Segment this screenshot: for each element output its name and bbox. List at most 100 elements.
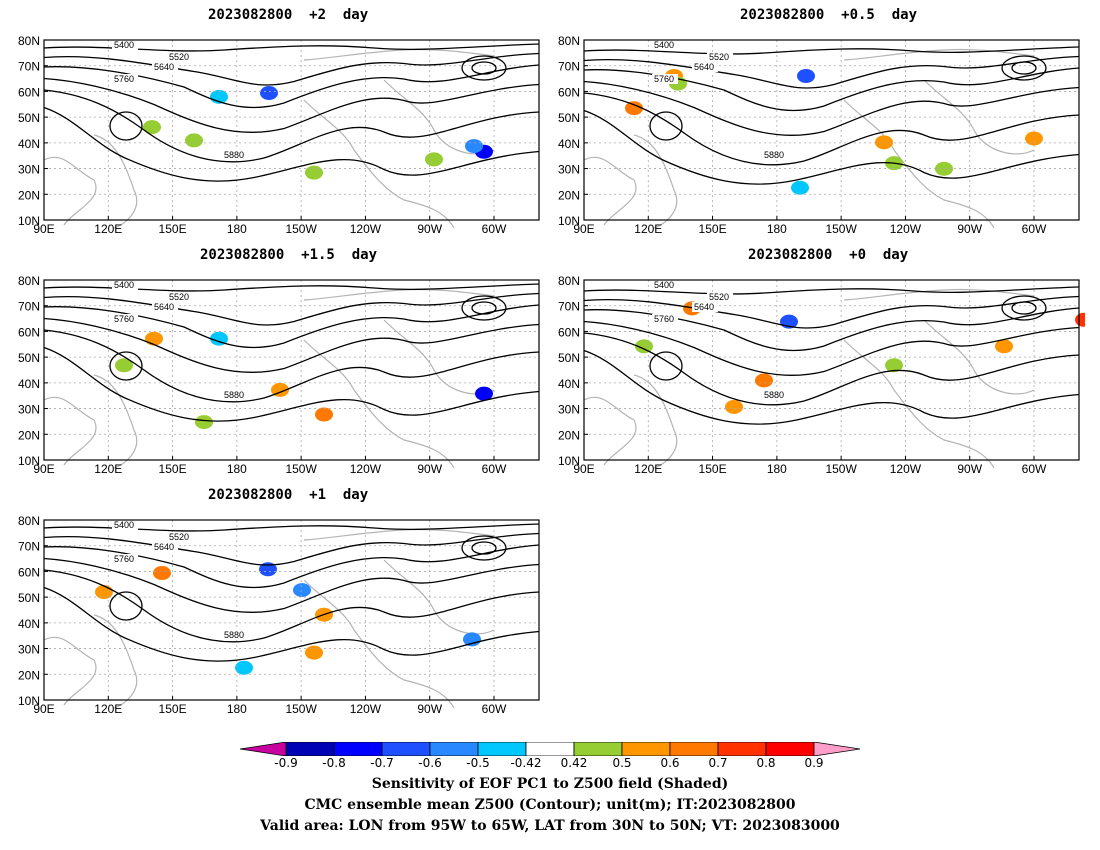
contour-label: 5400 [114, 520, 134, 530]
lon-tick-label: 180 [227, 702, 247, 716]
contour-label-bg [222, 390, 248, 400]
colorbar-tick-label: 0.42 [560, 756, 588, 770]
coastline-segment [383, 79, 495, 155]
lat-tick-label: 40N [18, 377, 40, 391]
map-panel-4: 5400 5520 5640 5760 5880 80N 70N 60N 50N 40N 30N 20… [540, 270, 1085, 485]
contour-line [43, 532, 540, 566]
contour-closed [471, 541, 497, 555]
lat-tick-label: 20N [18, 668, 40, 682]
coastline [43, 288, 495, 469]
contour-label: 5880 [764, 150, 784, 160]
contour-label-bg [152, 302, 178, 312]
panel-title-1: 2023082800 +2 day [208, 7, 369, 23]
plot-area [44, 520, 539, 700]
colorbar-tick-label: 0.8 [756, 756, 776, 770]
contour-label-bg [692, 62, 718, 72]
contour-label: 5640 [694, 62, 714, 72]
lon-tick-label: 90W [417, 222, 442, 236]
lat-tick-label: 80N [18, 274, 40, 288]
contour-line [43, 317, 540, 373]
coastline-segment [583, 396, 637, 466]
sensitivity-blob [195, 415, 213, 430]
contour-line [43, 292, 540, 326]
sensitivity-blob [210, 331, 228, 346]
coastline-segment [923, 319, 1035, 395]
lat-tick-label: 20N [558, 428, 580, 442]
sensitivity-blob [260, 86, 278, 101]
coastline-segment [303, 99, 455, 229]
lon-tick-label: 180 [767, 462, 787, 476]
caption-line-1: Sensitivity of EOF PC1 to Z500 field (Sh… [371, 776, 729, 792]
contour-label-bg [112, 40, 138, 50]
lat-tick-label: 10N [558, 214, 580, 228]
lat-tick-label: 40N [18, 617, 40, 631]
contour-line [583, 46, 1080, 55]
contour-line [43, 52, 540, 86]
lat-tick-label: 70N [558, 60, 580, 74]
colorbar-box [717, 741, 767, 757]
lon-tick-label: 90W [957, 462, 982, 476]
contour-label: 5400 [654, 40, 674, 50]
lon-tick-label: 150E [159, 462, 187, 476]
lat-tick-label: 20N [18, 428, 40, 442]
sensitivity-blob [755, 373, 773, 388]
coastline-segment [43, 156, 97, 226]
contour-label: 5400 [114, 40, 134, 50]
contour-closed [109, 591, 143, 621]
contour-label-bg [152, 542, 178, 552]
gridlines [584, 40, 1079, 220]
sensitivity-blob [725, 399, 743, 414]
lon-tick-label: 150W [285, 462, 317, 476]
contour-closed [461, 55, 507, 81]
sensitivity-blob [885, 358, 903, 373]
plot-frame [43, 279, 540, 461]
coastline-segment [303, 528, 495, 541]
panel-title-2: 2023082800 +0.5 day [740, 7, 918, 23]
lon-tick-label: 90W [417, 702, 442, 716]
map-panel-1: 5400 5520 5640 5760 5880 80N 70N 60N 50N 40N 30N 20… [0, 30, 545, 245]
sensitivity-blob [1075, 312, 1085, 327]
coastline-segment [923, 79, 1035, 155]
map-panel-3: 5400 5520 5640 5760 5880 80N 70N 60N 50N 40N 30N 20… [0, 270, 545, 485]
lon-tick-label: 120E [94, 702, 122, 716]
contour-label-bg [652, 40, 678, 50]
sensitivity-blob [115, 358, 133, 373]
contour-line [43, 557, 540, 613]
lat-tick-label: 80N [558, 274, 580, 288]
contour-label: 5400 [654, 280, 674, 290]
sensitivity-blob [259, 562, 277, 577]
contour-line [43, 586, 540, 662]
coastline-segment [93, 134, 138, 229]
map-panel-2: 5400 5520 5640 5760 5880 80N 70N 60N 50N 40N 30N 20… [540, 30, 1085, 245]
lat-tick-label: 80N [18, 34, 40, 48]
contour-closed [649, 111, 683, 141]
contour-closed [1011, 61, 1037, 75]
contour-label-bg [112, 554, 138, 564]
coastline [583, 48, 1035, 229]
lat-tick-label: 60N [18, 565, 40, 579]
coastline-segment [43, 396, 97, 466]
contour-label-bg [167, 292, 193, 302]
lon-tick-label: 120E [94, 222, 122, 236]
contour-label-bg [222, 150, 248, 160]
caption-line-3: Valid area: LON from 95W to 65W, LAT fro… [260, 818, 840, 834]
contour-line [43, 346, 540, 422]
lat-tick-label: 10N [18, 694, 40, 708]
sensitivity-blob [293, 583, 311, 598]
contour-label: 5520 [169, 52, 189, 62]
lat-tick-label: 40N [558, 377, 580, 391]
sensitivity-blob [1025, 131, 1043, 146]
contour-label: 5880 [764, 390, 784, 400]
lon-tick-label: 150W [285, 702, 317, 716]
contour-closed [471, 61, 497, 75]
lon-tick-label: 150E [699, 462, 727, 476]
lon-tick-label: 180 [227, 222, 247, 236]
colorbar-tick-label: 0.6 [660, 756, 680, 770]
contour-label: 5520 [169, 292, 189, 302]
lon-tick-label: 150E [699, 222, 727, 236]
lat-tick-label: 20N [18, 188, 40, 202]
contour-label-bg [222, 630, 248, 640]
lat-tick-label: 10N [558, 454, 580, 468]
coastline-segment [303, 288, 495, 301]
